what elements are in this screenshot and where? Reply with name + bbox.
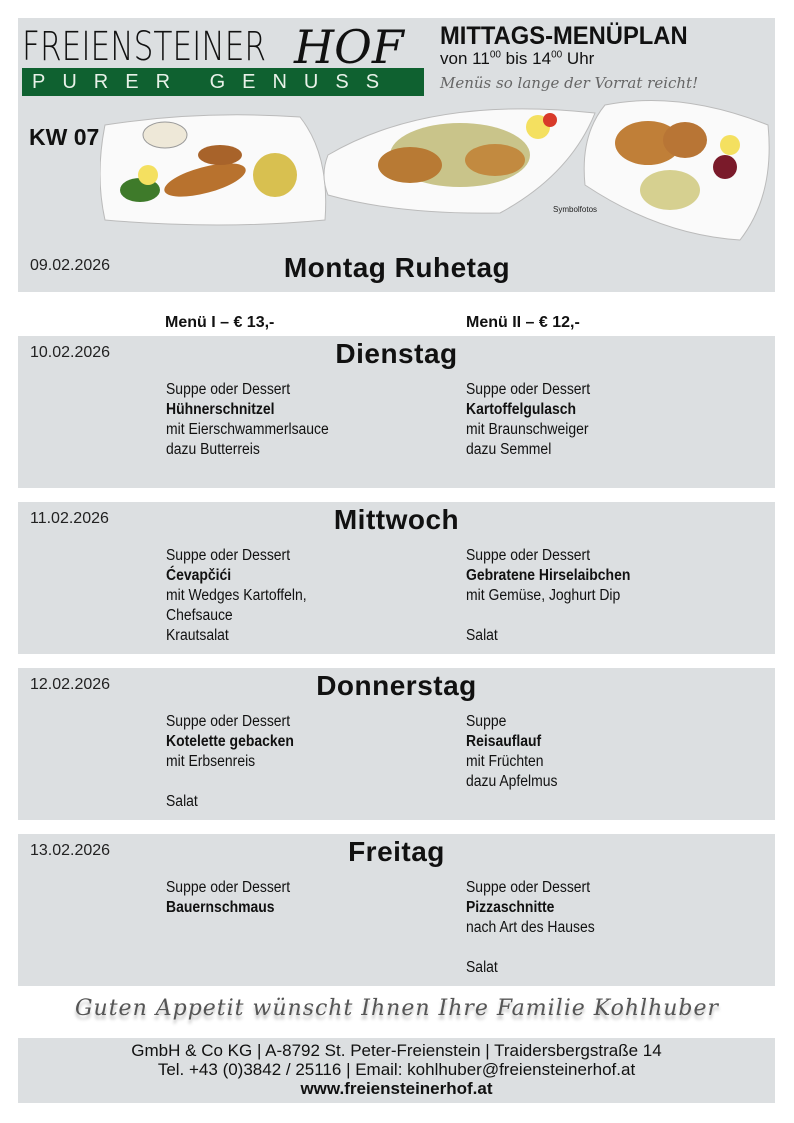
dish-name: Hühnerschnitzel bbox=[166, 401, 275, 418]
menu-line: mit Gemüse, Joghurt Dip bbox=[466, 587, 621, 604]
menu-line: dazu Butterreis bbox=[166, 441, 260, 458]
day-date: 12.02.2026 bbox=[30, 676, 111, 693]
plate-schnitzel-potatoes-2 bbox=[583, 100, 770, 241]
menu-line: dazu Apfelmus bbox=[466, 773, 558, 790]
menu-line: Suppe oder Dessert bbox=[166, 381, 291, 398]
menu-line: mit Wedges Kartoffeln, bbox=[166, 587, 307, 604]
logo-tagline: PURER GENUSS bbox=[22, 68, 424, 96]
menu2-header: Menü II – € 12,- bbox=[466, 314, 580, 331]
day-date: 10.02.2026 bbox=[30, 344, 111, 361]
opening-hours: von 1100 bis 1400 Uhr bbox=[440, 49, 595, 68]
menu2-details: Suppe Reisauflauf mit Früchten dazu Apfelmu… bbox=[466, 712, 558, 812]
menu-line: Salat bbox=[466, 959, 498, 976]
footer-contact: Tel. +43 (0)3842 / 25116 | Email: kohlhu… bbox=[157, 1060, 636, 1079]
menu1-details: Suppe oder Dessert Bauernschmaus bbox=[166, 878, 290, 978]
menu-line: Suppe bbox=[466, 713, 507, 730]
greeting: Guten Appetit wünscht Ihnen Ihre Familie… bbox=[74, 996, 720, 1021]
footer: GmbH & Co KG | A-8792 St. Peter-Freienst… bbox=[18, 1038, 775, 1103]
menu-line: Krautsalat bbox=[166, 627, 229, 644]
menu1-header: Menü I – € 13,- bbox=[165, 314, 275, 331]
menu2-details: Suppe oder Dessert Gebratene Hirselaibche… bbox=[466, 546, 630, 646]
footer-address: GmbH & Co KG | A-8792 St. Peter-Freienst… bbox=[131, 1041, 662, 1060]
menu-line: Salat bbox=[466, 627, 498, 644]
menu-line: Salat bbox=[166, 793, 198, 810]
dish-name: Kotelette gebacken bbox=[166, 733, 294, 750]
menu-line: Suppe oder Dessert bbox=[466, 879, 591, 896]
menu2-details: Suppe oder Dessert Pizzaschnitte nach Art … bbox=[466, 878, 595, 978]
menu1-details: Suppe oder Dessert Hühnerschnitzel mit Eie… bbox=[166, 380, 329, 460]
logo: FREIENSTEINER HOF PURER GENUSS bbox=[22, 20, 424, 96]
menu-line bbox=[466, 938, 595, 958]
dish-name: Reisauflauf bbox=[466, 733, 542, 750]
dish-name: Ćevapčići bbox=[166, 567, 232, 584]
photo-note: Symbolfotos bbox=[553, 205, 598, 214]
logo-main: FREIENSTEINER bbox=[22, 24, 267, 70]
closed-day-date: 09.02.2026 bbox=[30, 257, 111, 274]
menu-line: dazu Semmel bbox=[466, 441, 552, 458]
availability-note: Menüs so lange der Vorrat reicht! bbox=[440, 74, 699, 92]
menu-line bbox=[466, 606, 630, 626]
menu-line: mit Früchten bbox=[466, 753, 544, 770]
day-section: 10.02.2026 Dienstag Suppe oder Dessert Hühn… bbox=[18, 336, 775, 488]
menu-line bbox=[166, 938, 290, 958]
dish-name: Kartoffelgulasch bbox=[466, 401, 577, 418]
day-section: 13.02.2026 Freitag Suppe oder Dessert Bauer… bbox=[18, 834, 775, 986]
menu-line: Chefsauce bbox=[166, 607, 233, 624]
plate-schnitzel-pasta bbox=[323, 108, 596, 214]
dish-name: Bauernschmaus bbox=[166, 899, 275, 916]
menu1-details: Suppe oder Dessert Ćevapčići mit Wedges Ka… bbox=[166, 546, 307, 646]
menu2-details: Suppe oder Dessert Kartoffelgulasch mit Br… bbox=[466, 380, 590, 460]
menu-line: mit Erbsenreis bbox=[166, 753, 256, 770]
day-name: Donnerstag bbox=[316, 670, 477, 701]
food-photos bbox=[100, 100, 770, 241]
menu-line: Suppe oder Dessert bbox=[466, 547, 591, 564]
menu-line bbox=[166, 772, 294, 792]
menu-line bbox=[466, 792, 558, 812]
footer-website[interactable]: www.freiensteinerhof.at bbox=[300, 1079, 493, 1098]
menu-line: mit Braunschweiger bbox=[466, 421, 589, 438]
week-number: KW 07 bbox=[29, 124, 100, 150]
menu-line: mit Eierschwammerlsauce bbox=[166, 421, 329, 438]
day-date: 11.02.2026 bbox=[30, 510, 109, 527]
menu1-details: Suppe oder Dessert Kotelette gebacken mit … bbox=[166, 712, 294, 812]
day-name: Freitag bbox=[348, 836, 445, 867]
menu-line: Suppe oder Dessert bbox=[466, 381, 591, 398]
dish-name: Gebratene Hirselaibchen bbox=[466, 567, 631, 584]
closed-day-title: Montag Ruhetag bbox=[283, 252, 511, 283]
plate-schnitzel-potatoes bbox=[100, 114, 327, 226]
menu-line bbox=[166, 918, 290, 938]
menu-line: Suppe oder Dessert bbox=[166, 547, 291, 564]
day-name: Mittwoch bbox=[333, 504, 460, 535]
menu-line: Suppe oder Dessert bbox=[166, 713, 291, 730]
page-title: MITTAGS-MENÜPLAN bbox=[440, 22, 688, 50]
logo-hof: HOF bbox=[294, 20, 404, 74]
menu-line: Suppe oder Dessert bbox=[166, 879, 291, 896]
day-section: 11.02.2026 Mittwoch Suppe oder Dessert Ćeva… bbox=[18, 502, 775, 654]
day-section: 12.02.2026 Donnerstag Suppe oder Dessert Ko… bbox=[18, 668, 775, 820]
day-date: 13.02.2026 bbox=[30, 842, 111, 859]
menu-line bbox=[166, 958, 290, 978]
dish-name: Pizzaschnitte bbox=[466, 899, 555, 916]
menu-line: nach Art des Hauses bbox=[466, 919, 595, 936]
day-name: Dienstag bbox=[335, 338, 458, 369]
